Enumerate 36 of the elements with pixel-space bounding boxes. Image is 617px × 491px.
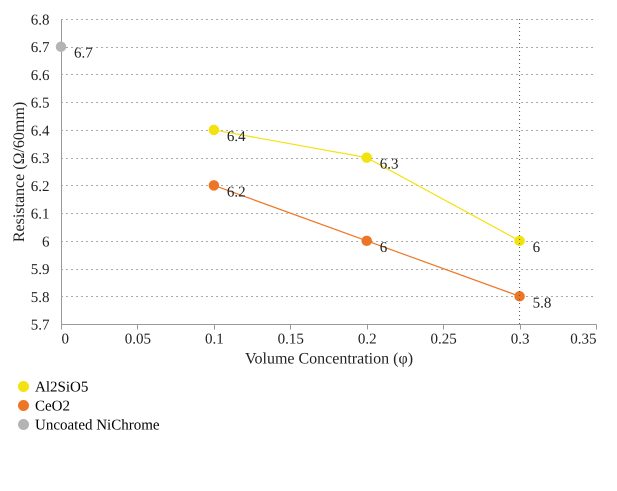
y-tick-label: 5.7 — [30, 318, 50, 334]
y-tick-label: 6.4 — [30, 123, 50, 140]
legend-label: CeO2 — [35, 398, 70, 414]
point — [56, 41, 66, 52]
legend-label: Uncoated NiChrome — [35, 418, 160, 434]
x-tick-label: 0.05 — [124, 332, 152, 348]
data-label: 6.7 — [74, 46, 94, 62]
x-tick-label: 0.25 — [430, 332, 457, 348]
point — [208, 180, 220, 191]
point — [514, 236, 525, 246]
x-tick-label: 0.2 — [358, 332, 377, 348]
y-tick-label: 6.6 — [30, 68, 50, 84]
point — [208, 124, 220, 136]
y-tick-label: 6 — [42, 234, 50, 250]
y-axis-title: Resistance (Ω/60mm) — [10, 102, 28, 242]
data-label: 6 — [532, 240, 541, 256]
point — [361, 152, 372, 163]
point — [361, 236, 372, 246]
y-tick-label: 6.8 — [30, 12, 50, 28]
legend-label: Al2SiO5 — [35, 380, 88, 396]
y-tick-label: 6.3 — [30, 151, 50, 168]
y-tick-label: 5.8 — [30, 290, 50, 306]
x-tick-label: 0.1 — [204, 332, 224, 348]
y-tick-label: 6.5 — [30, 96, 50, 112]
x-tick-label: 0 — [62, 332, 69, 348]
x-tick-label: 0.35 — [570, 332, 596, 348]
x-tick-label: 0.3 — [510, 332, 530, 348]
x-axis-title: Volume Concentration (φ) — [244, 350, 414, 368]
point — [514, 291, 525, 302]
y-tick-label: 5.9 — [30, 262, 50, 278]
data-label: 6.3 — [380, 156, 398, 173]
y-tick-label: 6.7 — [30, 40, 50, 56]
data-label: 5.8 — [532, 295, 552, 312]
y-tick-label: 6.1 — [30, 206, 50, 223]
x-tick-label: 0.15 — [278, 332, 304, 348]
y-tick-label: 6.2 — [30, 178, 50, 195]
